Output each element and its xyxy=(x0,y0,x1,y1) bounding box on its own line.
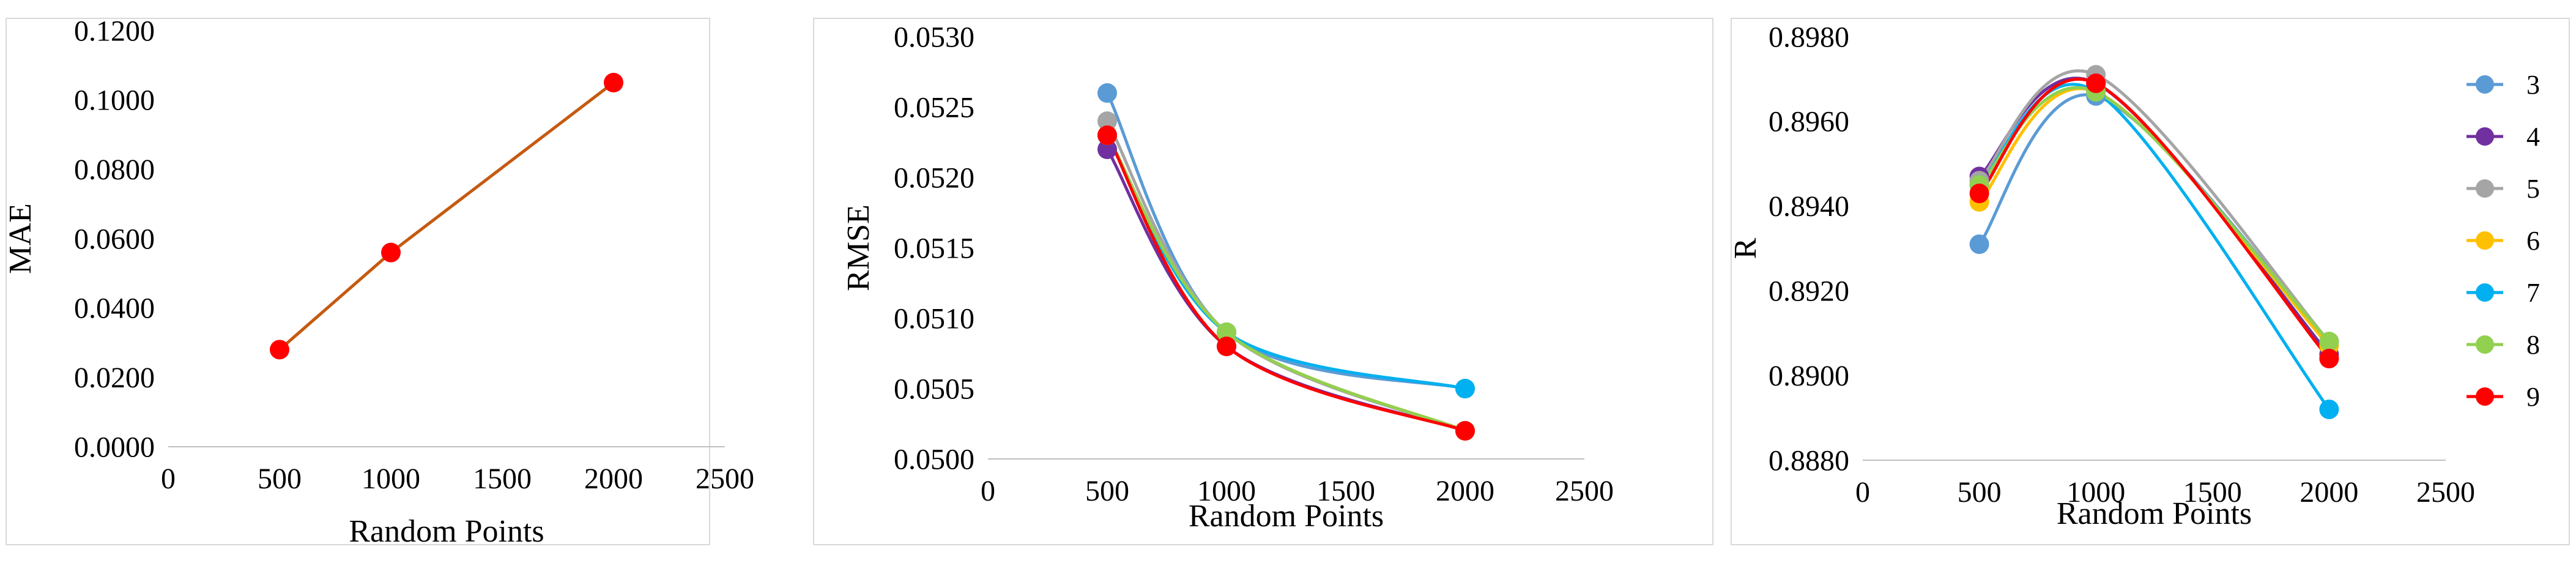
legend-marker-3 xyxy=(2476,75,2494,94)
y-tick-label: 0.0000 xyxy=(74,431,155,463)
y-tick-label: 0.0600 xyxy=(74,223,155,255)
data-point-9 xyxy=(1097,125,1117,145)
x-tick-label: 1500 xyxy=(473,463,532,495)
data-point-8 xyxy=(1217,323,1236,342)
y-tick-label: 0.0530 xyxy=(894,21,974,53)
legend-marker-7 xyxy=(2476,283,2494,302)
chart-frame xyxy=(6,18,710,545)
legend-marker-9 xyxy=(2476,387,2494,406)
legend-label-4: 4 xyxy=(2526,122,2540,152)
series-line-9 xyxy=(1105,134,1466,433)
x-tick-label: 1500 xyxy=(1316,475,1375,507)
legend-marker-8 xyxy=(2476,335,2494,354)
legend-label-8: 8 xyxy=(2526,330,2540,360)
x-tick-label: 0 xyxy=(161,463,176,495)
data-point-3 xyxy=(1969,234,1989,255)
data-point-mae_line xyxy=(604,73,623,92)
y-tick-label: 0.8980 xyxy=(1769,21,1849,53)
x-tick-label: 500 xyxy=(1958,476,2002,509)
data-point-5 xyxy=(1097,111,1117,131)
data-point-mae_line xyxy=(381,242,401,263)
y-tick-label: 0.8900 xyxy=(1769,360,1849,392)
y-tick-label: 0.0510 xyxy=(894,302,974,335)
data-point-7 xyxy=(2319,399,2339,419)
series-line-7 xyxy=(1978,83,2331,411)
y-tick-label: 0.0520 xyxy=(894,162,974,194)
series-line-6 xyxy=(1105,134,1466,433)
series-line-8 xyxy=(1105,134,1466,433)
legend: 3 4 5 6 7 8 9 xyxy=(2467,70,2540,412)
y-axis-title: R xyxy=(1728,237,1763,259)
x-tick-label: 2500 xyxy=(2416,476,2475,509)
legend-label-6: 6 xyxy=(2526,226,2540,256)
series-line-5 xyxy=(1978,69,2331,343)
x-tick-label: 2500 xyxy=(1555,475,1614,507)
x-tick-label: 2000 xyxy=(2299,476,2358,509)
y-axis-title: MAE xyxy=(3,203,38,274)
chart-frame xyxy=(1731,18,2570,545)
y-tick-label: 0.0800 xyxy=(74,154,155,186)
legend-marker-4 xyxy=(2476,127,2494,146)
y-tick-label: 0.0525 xyxy=(894,91,974,124)
series-line-6 xyxy=(1978,87,2331,347)
y-tick-label: 0.8960 xyxy=(1769,106,1849,138)
data-point-mae_line xyxy=(270,340,289,360)
x-tick-label: 2500 xyxy=(696,463,754,495)
x-tick-label: 2000 xyxy=(1436,475,1494,507)
series-line-3 xyxy=(1978,93,2331,343)
y-tick-label: 0.0400 xyxy=(74,293,155,325)
y-tick-label: 0.8940 xyxy=(1769,190,1849,223)
y-tick-label: 0.8920 xyxy=(1769,275,1849,308)
x-tick-label: 500 xyxy=(1085,475,1129,507)
x-axis-title: Random Points xyxy=(1189,499,1384,534)
y-tick-label: 0.0500 xyxy=(894,443,974,475)
data-point-9 xyxy=(2086,73,2106,94)
x-tick-label: 1000 xyxy=(362,463,420,495)
x-axis-title: Random Points xyxy=(349,514,544,549)
data-point-9 xyxy=(1969,184,1989,204)
y-tick-label: 0.1000 xyxy=(74,84,155,117)
x-tick-label: 2000 xyxy=(584,463,643,495)
legend-label-7: 7 xyxy=(2526,278,2540,308)
series-line-5 xyxy=(1105,120,1466,433)
legend-label-3: 3 xyxy=(2526,70,2540,100)
chart-frame xyxy=(813,18,1713,545)
x-tick-label: 1000 xyxy=(1197,475,1256,507)
legend-marker-5 xyxy=(2476,179,2494,198)
y-tick-label: 0.0200 xyxy=(74,362,155,394)
y-tick-label: 0.1200 xyxy=(74,15,155,47)
series-line-mae_line xyxy=(278,81,615,351)
legend-label-9: 9 xyxy=(2526,382,2540,412)
legend-label-5: 5 xyxy=(2526,174,2540,204)
legend-marker-6 xyxy=(2476,231,2494,250)
y-tick-label: 0.0515 xyxy=(894,232,974,264)
x-tick-label: 500 xyxy=(258,463,302,495)
chart-rmse: 0.0500 0.0505 0.0510 0.0515 0.0520 0.0525 0.05… xyxy=(813,18,1713,545)
data-point-3 xyxy=(1097,83,1117,103)
series-line-9 xyxy=(1978,77,2331,360)
data-point-9 xyxy=(2319,348,2339,368)
chart-mae: 0.0000 0.0200 0.0400 0.0600 0.0800 0.1000 0.12… xyxy=(3,15,754,549)
x-tick-label: 1000 xyxy=(2066,476,2125,509)
x-axis-title: Random Points xyxy=(2057,496,2252,531)
data-point-8 xyxy=(2319,332,2339,352)
chart-r: 0.8880 0.8900 0.8920 0.8940 0.8960 0.8980 0 500… xyxy=(1728,18,2570,545)
x-tick-label: 0 xyxy=(1855,476,1870,509)
y-tick-label: 0.0505 xyxy=(894,373,974,405)
x-tick-label: 1500 xyxy=(2183,476,2242,509)
y-tick-label: 0.8880 xyxy=(1769,444,1849,477)
data-point-9 xyxy=(1455,421,1475,441)
x-tick-label: 0 xyxy=(981,475,995,507)
series-line-4 xyxy=(1105,148,1466,433)
data-point-9 xyxy=(1217,337,1236,356)
data-point-4 xyxy=(1097,140,1117,159)
y-axis-title: RMSE xyxy=(841,204,876,291)
data-point-7 xyxy=(1455,379,1475,398)
